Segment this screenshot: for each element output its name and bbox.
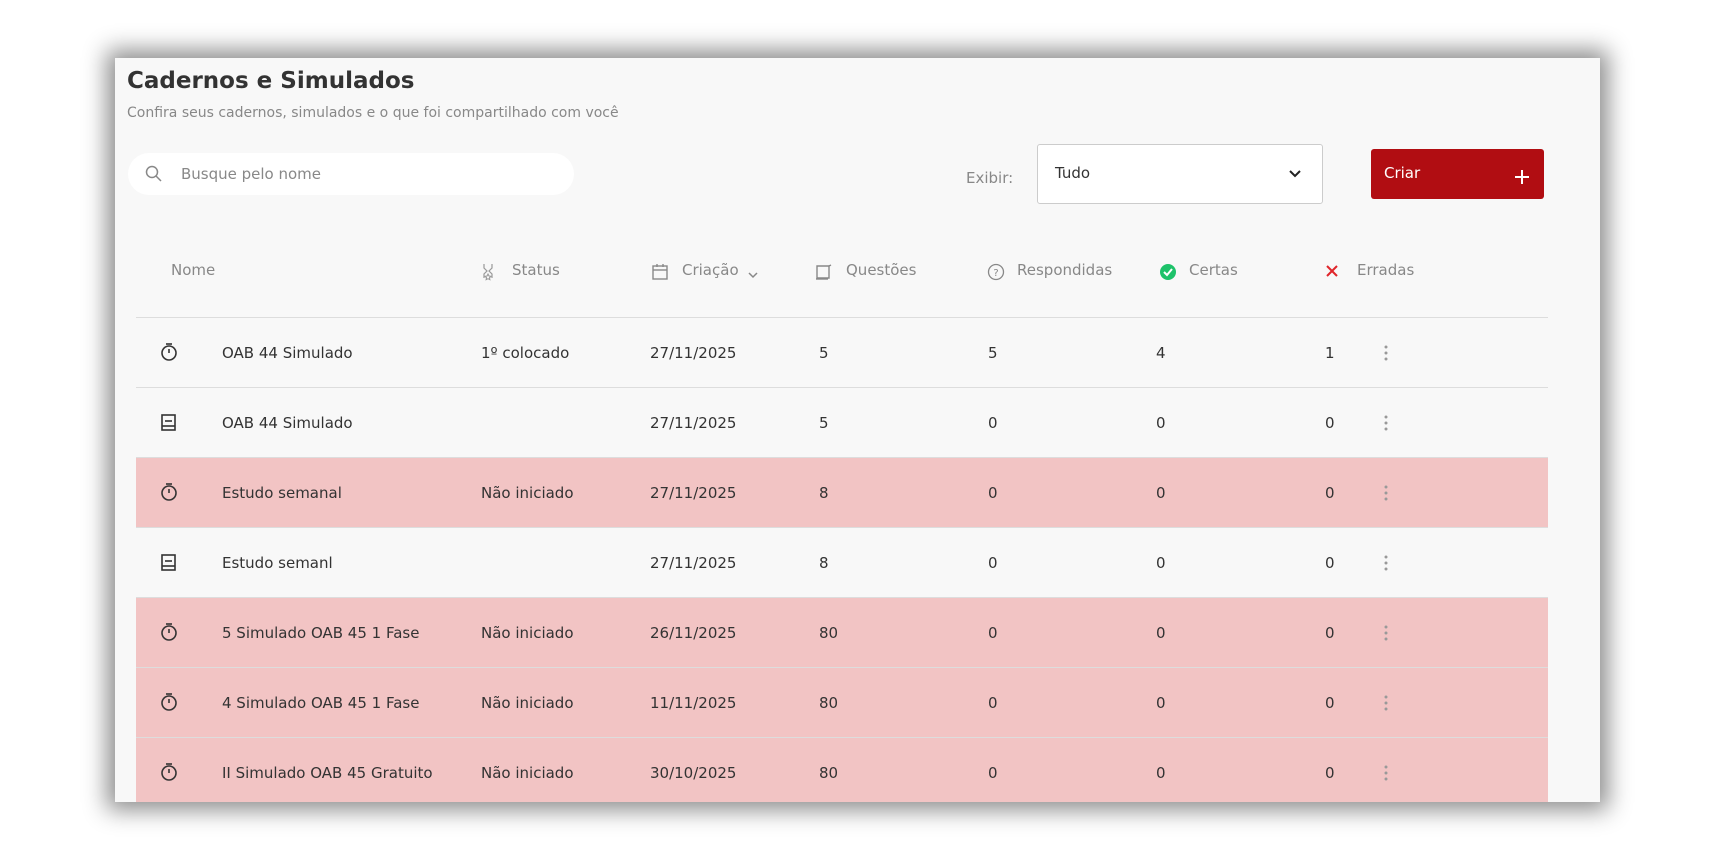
- row-icon: [160, 342, 178, 366]
- filter-value: Tudo: [1055, 164, 1091, 182]
- col-date: 30/10/2025: [650, 764, 737, 782]
- col-wrong: 0: [1325, 414, 1335, 432]
- col-wrong: 0: [1325, 694, 1335, 712]
- col-name: Estudo semanal: [222, 484, 342, 502]
- table-row[interactable]: 5 Simulado OAB 45 1 Fase Não iniciado 26/1…: [136, 597, 1548, 668]
- row-menu[interactable]: [1383, 694, 1389, 716]
- search-icon: [145, 165, 162, 182]
- col-answered: 0: [988, 694, 998, 712]
- column-header: Nome: [171, 261, 216, 279]
- column-header: Respondidas: [1017, 261, 1113, 279]
- col-status: Não iniciado: [481, 484, 574, 502]
- row-menu[interactable]: [1383, 484, 1389, 506]
- col-correct: 0: [1156, 624, 1166, 642]
- col-date: 27/11/2025: [650, 484, 737, 502]
- col-wrong: 1: [1325, 344, 1335, 362]
- table-row[interactable]: OAB 44 Simulado 27/11/2025 5 0 0 0: [136, 387, 1548, 458]
- col-wrong: 0: [1325, 554, 1335, 572]
- row-icon: [160, 482, 178, 506]
- col-date: 27/11/2025: [650, 414, 737, 432]
- col-status: Não iniciado: [481, 694, 574, 712]
- column-icon: [651, 263, 669, 285]
- col-status: 1º colocado: [481, 344, 570, 362]
- row-icon: [160, 762, 178, 786]
- col-name: 4 Simulado OAB 45 1 Fase: [222, 694, 420, 712]
- col-correct: 0: [1156, 694, 1166, 712]
- table-row[interactable]: Estudo semanl 27/11/2025 8 0 0 0: [136, 527, 1548, 598]
- col-answered: 0: [988, 484, 998, 502]
- col-date: 26/11/2025: [650, 624, 737, 642]
- col-name: II Simulado OAB 45 Gratuito: [222, 764, 433, 782]
- col-wrong: 0: [1325, 484, 1335, 502]
- row-icon: [160, 412, 178, 436]
- column-header: Erradas: [1357, 261, 1415, 279]
- create-label: Criar: [1384, 164, 1421, 182]
- col-date: 27/11/2025: [650, 554, 737, 572]
- col-date: 11/11/2025: [650, 694, 737, 712]
- column-header: Certas: [1189, 261, 1238, 279]
- column-header: Criação: [682, 261, 739, 279]
- search-placeholder: Busque pelo nome: [181, 165, 322, 183]
- column-header: Questões: [846, 261, 917, 279]
- col-correct: 0: [1156, 484, 1166, 502]
- chevron-icon: [1289, 170, 1301, 178]
- column-icon: [815, 263, 833, 285]
- col-name: Estudo semanl: [222, 554, 333, 572]
- filter-label: Exibir:: [966, 169, 1014, 187]
- table-row[interactable]: Estudo semanal Não iniciado 27/11/2025 8 0 0 0: [136, 457, 1548, 528]
- row-icon: [160, 692, 178, 716]
- col-correct: 4: [1156, 344, 1166, 362]
- col-answered: 5: [988, 344, 998, 362]
- col-date: 27/11/2025: [650, 344, 737, 362]
- col-answered: 0: [988, 414, 998, 432]
- col-name: OAB 44 Simulado: [222, 344, 353, 362]
- col-correct: 0: [1156, 414, 1166, 432]
- col-status: Não iniciado: [481, 764, 574, 782]
- panel: Cadernos e Simulados Confira seus cadern…: [115, 58, 1600, 802]
- col-questions: 8: [819, 484, 829, 502]
- row-menu[interactable]: [1383, 414, 1389, 436]
- row-menu[interactable]: [1383, 764, 1389, 786]
- col-questions: 80: [819, 624, 839, 642]
- filter-select[interactable]: Tudo: [1037, 144, 1323, 204]
- page-subtitle: Confira seus cadernos, simulados e o que…: [127, 105, 619, 121]
- column-header: Status: [512, 261, 560, 279]
- col-answered: 0: [988, 624, 998, 642]
- column-icon: [481, 263, 495, 285]
- col-wrong: 0: [1325, 624, 1335, 642]
- table-row[interactable]: OAB 44 Simulado 1º colocado 27/11/2025 5 5 4 1: [136, 317, 1548, 388]
- table-row[interactable]: 4 Simulado OAB 45 1 Fase Não iniciado 11/1…: [136, 667, 1548, 738]
- plus-icon: [1515, 170, 1529, 184]
- row-menu[interactable]: [1383, 554, 1389, 576]
- col-questions: 5: [819, 344, 829, 362]
- column-icon: [1159, 263, 1177, 285]
- row-menu[interactable]: [1383, 624, 1389, 646]
- row-icon: [160, 552, 178, 576]
- col-name: 5 Simulado OAB 45 1 Fase: [222, 624, 420, 642]
- col-answered: 0: [988, 554, 998, 572]
- col-answered: 0: [988, 764, 998, 782]
- column-icon: ?: [987, 263, 1005, 285]
- col-questions: 80: [819, 694, 839, 712]
- col-questions: 8: [819, 554, 829, 572]
- col-status: Não iniciado: [481, 624, 574, 642]
- sort-icon: [747, 265, 759, 284]
- row-menu[interactable]: [1383, 344, 1389, 366]
- search-box[interactable]: Busque pelo nome: [128, 153, 574, 195]
- col-name: OAB 44 Simulado: [222, 414, 353, 432]
- col-correct: 0: [1156, 764, 1166, 782]
- col-questions: 5: [819, 414, 829, 432]
- svg-text:?: ?: [993, 268, 998, 279]
- page-title: Cadernos e Simulados: [127, 68, 415, 94]
- table-row[interactable]: II Simulado OAB 45 Gratuito Não iniciado 3…: [136, 737, 1548, 802]
- create-button[interactable]: Criar: [1371, 149, 1544, 199]
- col-correct: 0: [1156, 554, 1166, 572]
- col-questions: 80: [819, 764, 839, 782]
- col-wrong: 0: [1325, 764, 1335, 782]
- column-icon: [1325, 263, 1339, 282]
- row-icon: [160, 622, 178, 646]
